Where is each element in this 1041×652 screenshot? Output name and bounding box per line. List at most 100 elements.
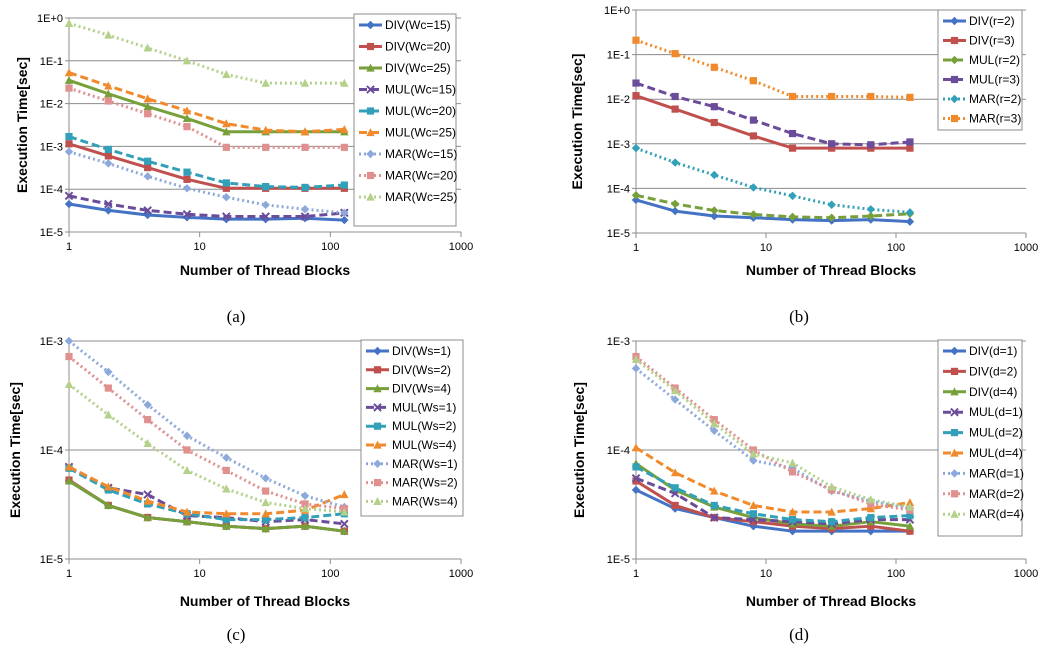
- data-point: [788, 458, 797, 467]
- data-point: [671, 484, 679, 492]
- series-line: [635, 488, 910, 533]
- data-point: [828, 140, 836, 148]
- legend-marker: [950, 469, 959, 478]
- legend-item: MUL(Wc=20): [359, 104, 456, 118]
- series-MAR(Wc=20): [65, 84, 348, 151]
- data-point: [749, 77, 758, 85]
- y-tick-label: 1E-4: [607, 445, 630, 457]
- legend-item: MAR(r=2): [943, 92, 1021, 106]
- data-point: [749, 501, 758, 510]
- legend-item: MAR(Ws=4): [366, 494, 458, 508]
- legend-label: MUL(r=3): [969, 73, 1020, 87]
- data-point: [867, 92, 875, 101]
- legend-label: DIV(Ws=4): [392, 382, 451, 396]
- series-line: [68, 135, 345, 189]
- series-MAR(Wc=25): [64, 18, 349, 87]
- legend-marker: [950, 429, 959, 437]
- legend-marker: [373, 422, 382, 430]
- series-line: [68, 142, 345, 190]
- y-tick-label: 1E-1: [607, 50, 630, 62]
- data-point: [866, 495, 876, 504]
- data-point: [906, 93, 914, 101]
- y-tick-label: 1E+0: [604, 5, 630, 17]
- chart-b: 1E-5 1E-4 1E-3 1E-2 1E-1 1E+0 1 10 100 1000 Number…: [569, 5, 1038, 326]
- y-axis-title: Execution Time[sec]: [569, 54, 585, 190]
- legend-label: MAR(d=2): [969, 487, 1024, 501]
- series-MUL(d=2): [632, 463, 914, 526]
- data-point: [64, 336, 74, 346]
- data-point: [143, 490, 152, 499]
- series-line: [635, 476, 910, 526]
- data-point: [788, 129, 797, 138]
- data-point: [749, 518, 758, 526]
- x-tick-label: 1000: [1014, 242, 1038, 254]
- data-point: [867, 141, 875, 149]
- data-point: [906, 144, 914, 152]
- legend-item: MAR(d=2): [943, 487, 1024, 501]
- data-point: [340, 215, 349, 225]
- data-point: [182, 465, 192, 474]
- data-point: [182, 106, 192, 115]
- legend-marker: [950, 509, 959, 518]
- data-point: [631, 354, 641, 363]
- data-point: [710, 426, 719, 436]
- data-point: [671, 50, 679, 58]
- data-point: [340, 490, 349, 499]
- y-tick-label: 1E-4: [40, 184, 63, 196]
- legend-marker: [950, 407, 959, 417]
- data-point: [710, 211, 719, 221]
- data-point: [670, 386, 680, 395]
- data-point: [632, 477, 640, 485]
- series-line: [635, 81, 911, 147]
- legend-marker: [366, 42, 375, 51]
- data-point: [301, 143, 309, 151]
- legend-marker: [950, 75, 959, 84]
- legend-label: MUL(Ws=1): [392, 400, 456, 414]
- data-point: [261, 125, 270, 134]
- panel-caption: (d): [789, 625, 809, 644]
- series-line: [68, 78, 345, 134]
- legend-marker: [950, 36, 959, 45]
- y-tick-label: 1E-2: [40, 99, 63, 111]
- y-tick-label: 1E-5: [607, 228, 630, 240]
- data-point: [632, 79, 640, 87]
- legend-item: MAR(d=1): [943, 466, 1024, 480]
- series-line: [635, 358, 911, 509]
- data-point: [340, 208, 349, 218]
- legend-label: MAR(Wc=20): [385, 169, 457, 183]
- legend-label: MUL(Wc=25): [385, 126, 456, 140]
- legend-label: MUL(Wc=20): [385, 104, 456, 118]
- data-point: [631, 473, 641, 483]
- series-line: [68, 202, 345, 222]
- legend-marker: [366, 63, 375, 72]
- legend-marker: [950, 490, 959, 498]
- data-point: [143, 102, 152, 111]
- data-point: [749, 132, 758, 140]
- data-point: [64, 462, 74, 471]
- data-point: [866, 504, 876, 513]
- data-point: [867, 522, 875, 530]
- data-point: [183, 175, 191, 183]
- series-line: [635, 38, 910, 99]
- y-tick-label: 1E-1: [40, 56, 63, 68]
- legend-marker: [366, 20, 375, 30]
- data-point: [827, 482, 836, 491]
- legend-marker: [950, 55, 959, 65]
- legend-marker: [373, 440, 382, 449]
- data-point: [104, 152, 112, 160]
- x-axis-title: Number of Thread Blocks: [746, 593, 917, 609]
- legend-item: DIV(Ws=1): [366, 344, 451, 358]
- data-point: [261, 78, 270, 87]
- x-axis-title: Number of Thread Blocks: [746, 262, 917, 278]
- legend-item: MAR(r=3): [943, 112, 1021, 126]
- x-tick-label: 10: [194, 568, 206, 580]
- data-point: [104, 501, 113, 510]
- legend-marker: [950, 448, 959, 457]
- legend: DIV(d=1) DIV(d=2) DIV(d=4) MUL(d=1) MUL(d=2)…: [937, 339, 1024, 537]
- data-point: [261, 212, 270, 221]
- x-tick-label: 10: [194, 241, 206, 253]
- series-DIV(Ws=4): [64, 476, 349, 535]
- legend: DIV(Ws=1) DIV(Ws=2) DIV(Ws=4) MUL(Ws=1) MUL(…: [360, 339, 464, 517]
- series-line: [68, 339, 345, 509]
- legend-item: DIV(Wc=20): [359, 40, 451, 54]
